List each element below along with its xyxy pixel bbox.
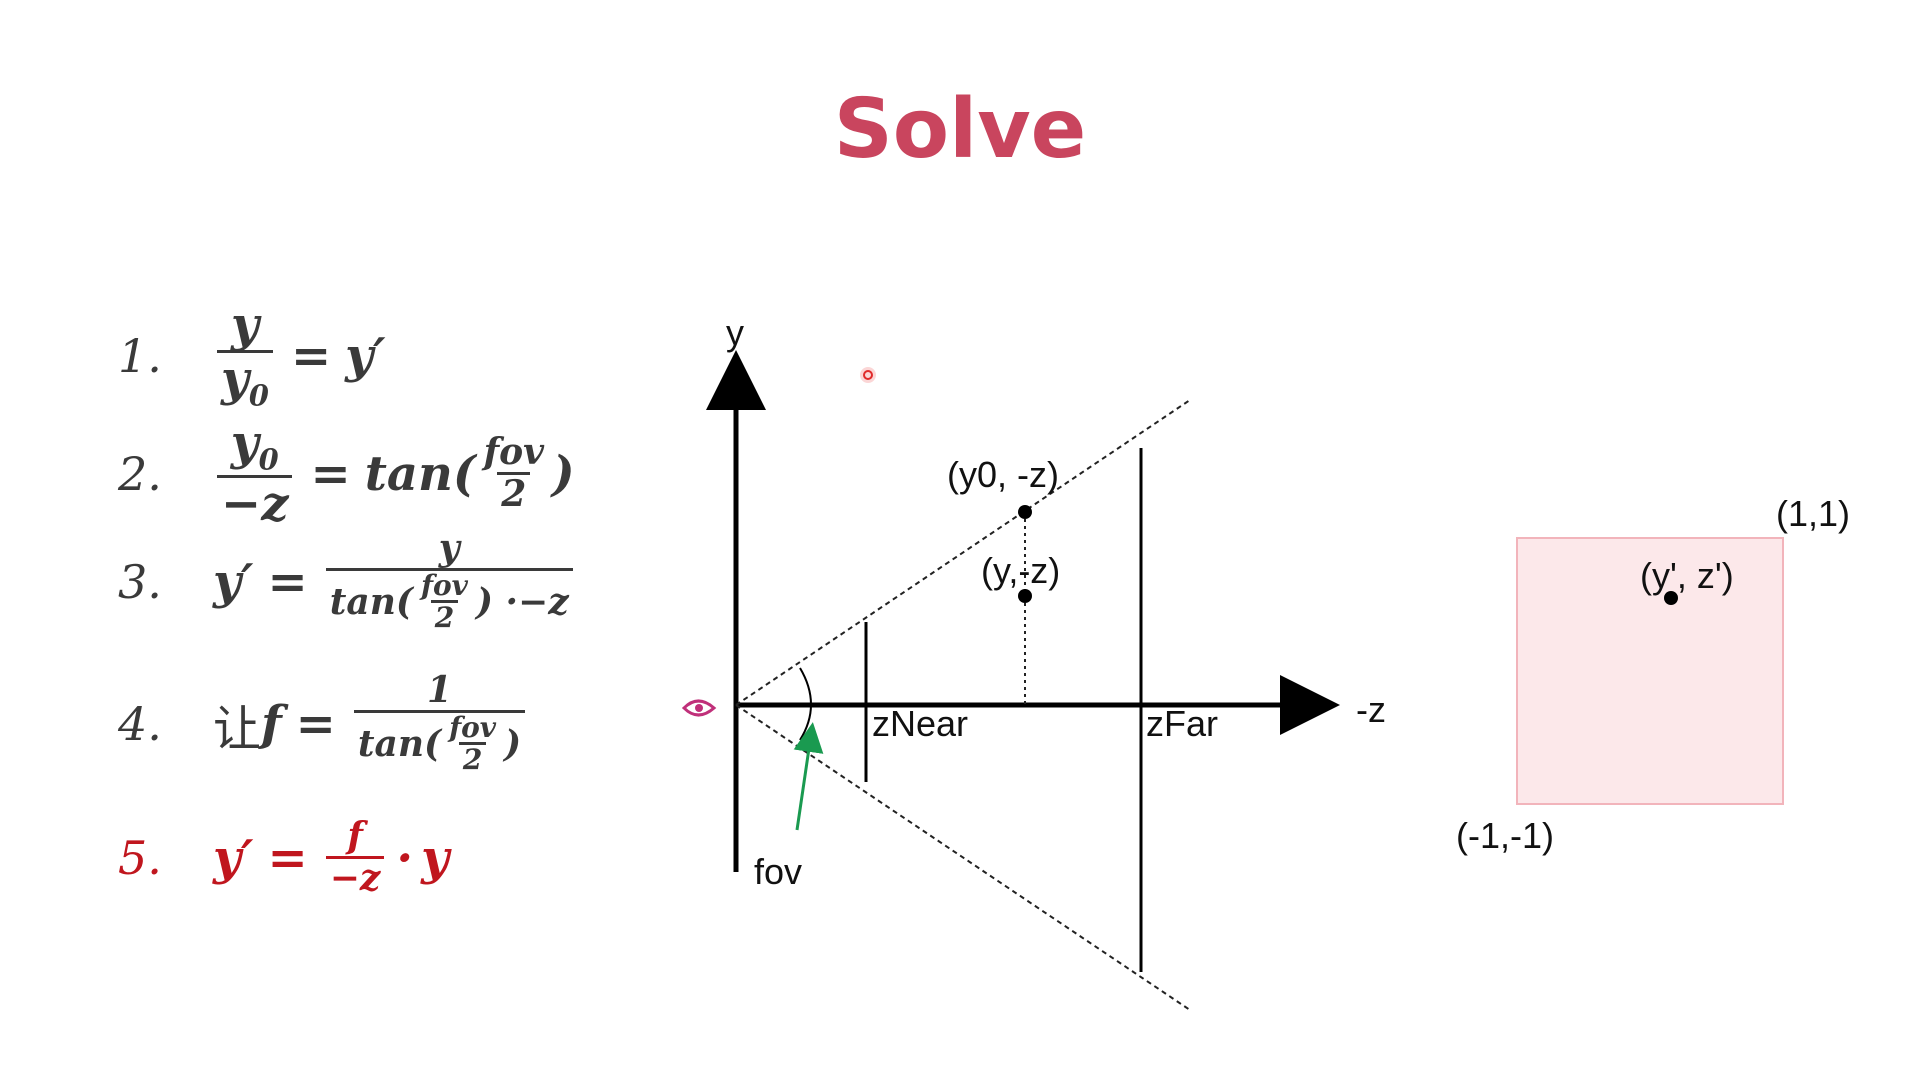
point-y0: [1018, 505, 1032, 519]
point-y0-label: (y0, -z): [947, 454, 1059, 495]
page-title: Solve: [833, 82, 1087, 177]
point-y: [1018, 589, 1032, 603]
equation-number: 4.: [118, 696, 162, 751]
cursor-pointer: [860, 367, 876, 383]
equation-1: 1. y y0 = y′: [118, 297, 386, 413]
ndc-point: [1664, 591, 1678, 605]
equation-4: 4. 让 f = 1 tan(fov 2): [118, 671, 529, 776]
ndc-bottom-left-label: (-1,-1): [1456, 815, 1554, 856]
equation-2: 2. y0 −z = tan( fov 2): [118, 415, 575, 532]
frustum-upper-edge: [735, 399, 1191, 706]
eye-icon: [681, 699, 717, 717]
equation-number: 1.: [118, 329, 162, 384]
znear-label: zNear: [872, 703, 968, 744]
frustum-lower-edge: [735, 704, 1191, 1011]
equation-5: 5. y′ = f −z · y: [118, 815, 449, 899]
ndc-point-label: (y', z'): [1640, 555, 1734, 596]
equation-number: 2.: [118, 447, 162, 502]
fov-arrow: [793, 722, 824, 831]
equation-3: 3. y′ = y tan(fov 2) ·−z: [118, 529, 577, 634]
zfar-label: zFar: [1146, 703, 1218, 744]
equation-number: 5.: [118, 831, 162, 886]
fov-label: fov: [754, 851, 802, 892]
ndc-top-right-label: (1,1): [1776, 493, 1850, 534]
z-axis-label: -z: [1356, 689, 1386, 730]
ndc-square: [1516, 537, 1784, 805]
equation-number: 3.: [118, 554, 162, 609]
point-y-label: (y,-z): [981, 550, 1060, 591]
y-axis-label: y: [726, 312, 744, 353]
